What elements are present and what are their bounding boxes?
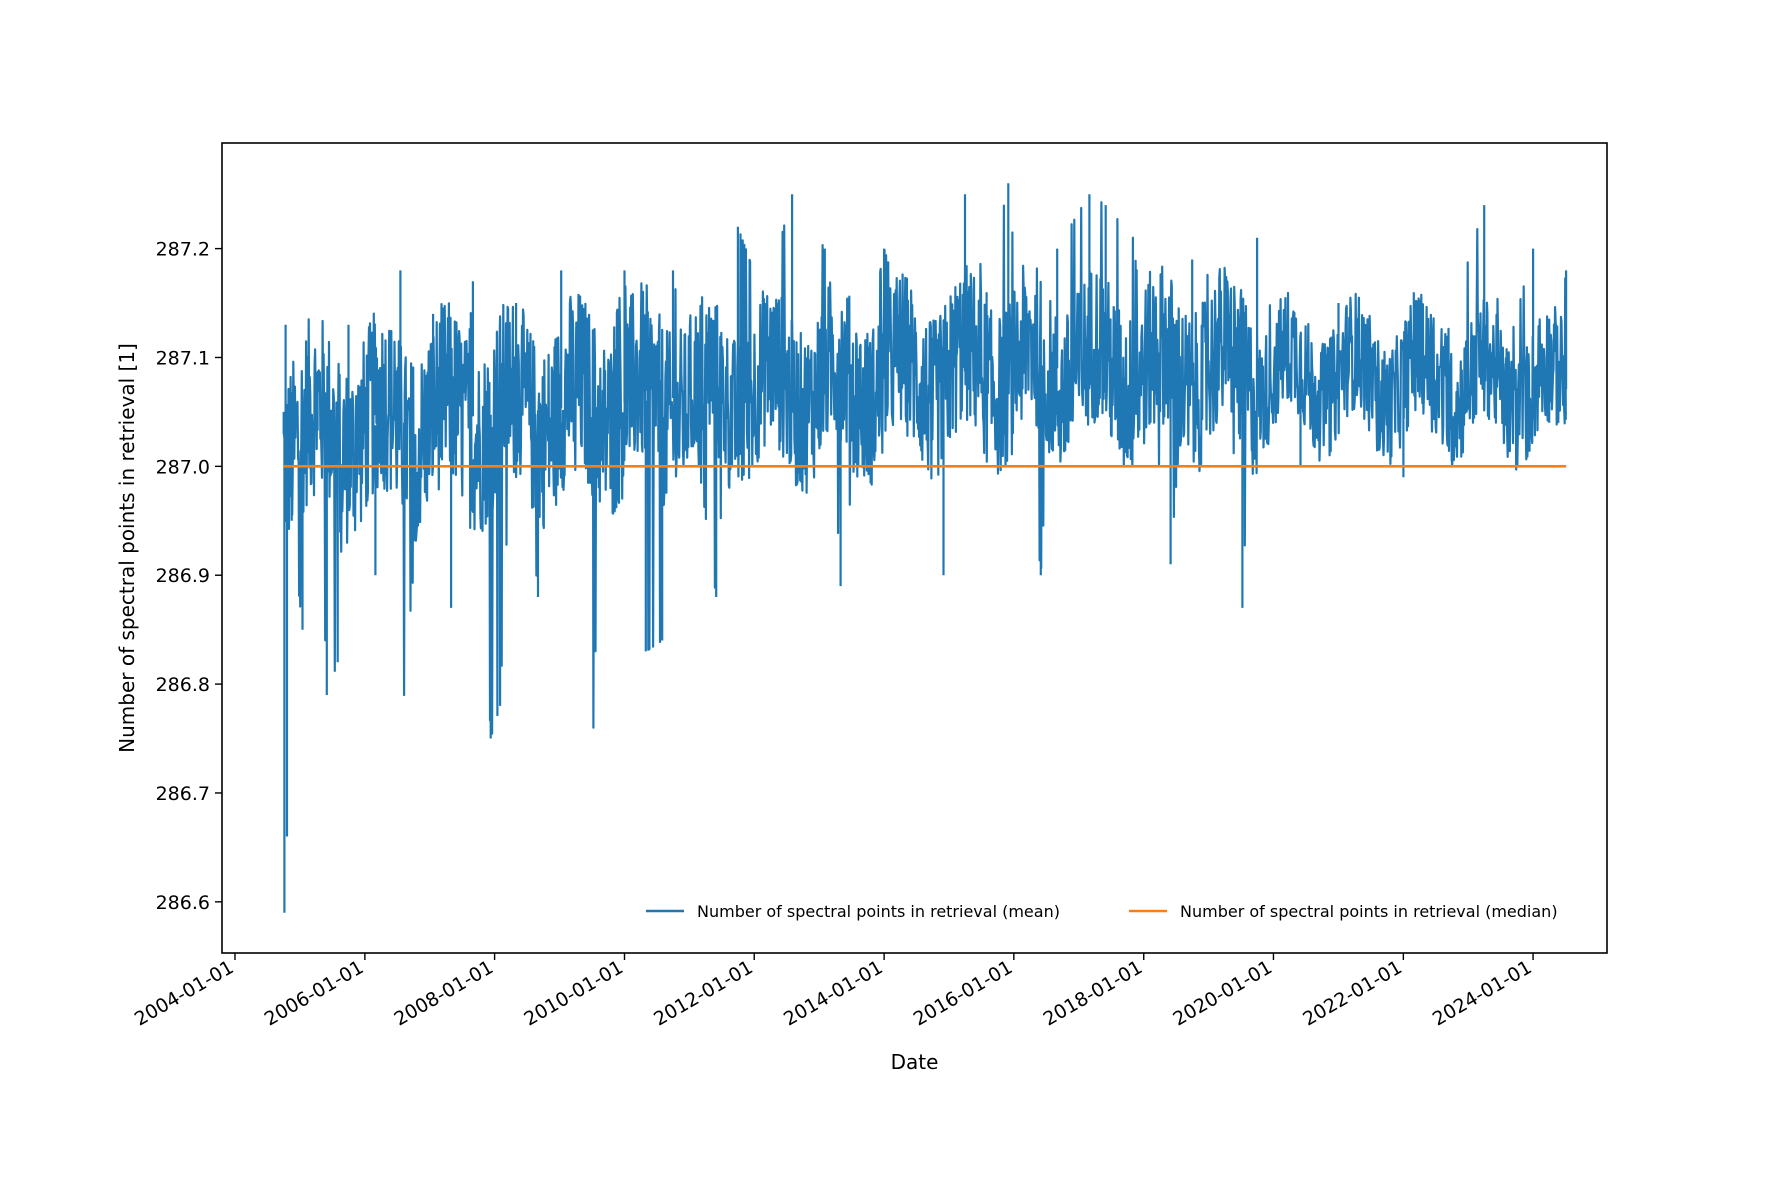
- legend: Number of spectral points in retrieval (…: [646, 902, 1558, 921]
- y-tick-label: 287.1: [156, 347, 210, 369]
- y-axis-title: Number of spectral points in retrieval […: [115, 343, 139, 753]
- series-line-mean: [282, 183, 1568, 913]
- legend-label-median: Number of spectral points in retrieval (…: [1180, 902, 1558, 921]
- y-axis-ticks: 286.6 286.7 286.8 286.9 287.0 287.1 287.2: [156, 239, 222, 914]
- series-layer: [282, 183, 1568, 913]
- legend-label-mean: Number of spectral points in retrieval (…: [697, 902, 1060, 921]
- y-tick-label: 286.9: [156, 565, 210, 587]
- y-tick-label: 286.8: [156, 674, 210, 696]
- y-tick-label: 286.6: [156, 892, 210, 914]
- x-axis-title: Date: [891, 1050, 939, 1074]
- y-tick-label: 287.0: [156, 456, 210, 478]
- plot-frame: [221, 142, 1608, 954]
- y-tick-label: 286.7: [156, 783, 210, 805]
- y-tick-label: 287.2: [156, 239, 210, 261]
